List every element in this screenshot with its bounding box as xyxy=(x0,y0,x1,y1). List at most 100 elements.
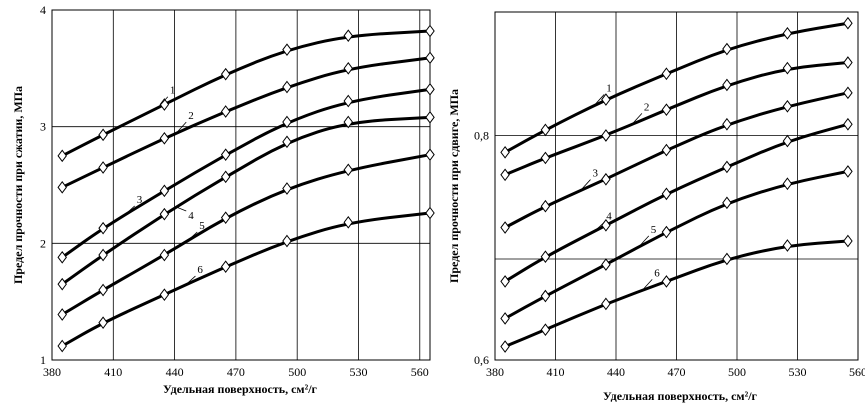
data-point-series-1 xyxy=(601,93,611,106)
series-label-3: 3 xyxy=(137,194,143,206)
data-point-series-5 xyxy=(220,211,231,225)
series-label-2: 2 xyxy=(188,110,194,122)
data-point-series-3 xyxy=(601,172,611,186)
compressive-strength-plot: 380 410 440 470 500 530 560 1 2 3 4 Удельная поверх… xyxy=(11,3,435,396)
data-point-series-3 xyxy=(57,250,67,264)
x-tick-label: 500 xyxy=(288,365,306,379)
data-point-series-5 xyxy=(343,163,354,177)
data-point-series-3 xyxy=(343,94,354,108)
series-label-leader-3 xyxy=(124,205,136,216)
data-point-series-3 xyxy=(843,86,853,100)
data-point-series-2 xyxy=(98,161,108,174)
data-point-series-5 xyxy=(159,248,170,262)
x-tick-label: 530 xyxy=(349,365,367,379)
data-point-series-1 xyxy=(220,67,231,81)
x-tick-label: 470 xyxy=(668,365,686,379)
data-point-series-6 xyxy=(843,234,853,248)
y-tick-label: 2 xyxy=(40,236,46,250)
data-point-series-2 xyxy=(343,61,354,75)
data-point-series-5 xyxy=(661,225,672,239)
series-label-leader-5 xyxy=(638,235,650,248)
data-point-series-4 xyxy=(425,111,435,124)
data-point-series-2 xyxy=(500,168,510,182)
x-tick-label: 560 xyxy=(849,365,865,379)
data-point-series-2 xyxy=(282,80,292,94)
data-point-series-6 xyxy=(98,316,108,329)
data-point-series-6 xyxy=(500,340,510,353)
data-point-series-4 xyxy=(343,115,354,129)
x-tick-label: 440 xyxy=(607,365,625,379)
data-point-series-2 xyxy=(843,56,853,69)
series-label-leader-6 xyxy=(185,275,196,286)
data-point-series-3 xyxy=(500,221,510,234)
data-point-series-6 xyxy=(343,215,354,229)
y-tick-label: 0,6 xyxy=(474,353,489,367)
data-point-series-5 xyxy=(782,177,793,191)
series-label-6: 6 xyxy=(654,267,660,279)
data-point-series-5 xyxy=(98,283,108,297)
series-line-1 xyxy=(60,29,432,158)
data-point-series-3 xyxy=(722,117,732,131)
x-tick-label: 380 xyxy=(43,365,61,379)
data-point-series-1 xyxy=(782,26,793,40)
series-line-2 xyxy=(60,56,432,189)
data-point-series-4 xyxy=(661,187,672,201)
y-tick-label: 1 xyxy=(40,353,46,367)
series-label-leader-2 xyxy=(175,121,187,134)
series-label-3: 3 xyxy=(593,168,599,180)
data-point-series-2 xyxy=(159,131,170,145)
data-point-series-1 xyxy=(843,16,853,30)
series-label-4: 4 xyxy=(188,210,194,222)
data-point-series-6 xyxy=(782,239,793,252)
data-point-series-4 xyxy=(500,275,510,288)
y-tick-label: 3 xyxy=(40,120,46,134)
series-label-5: 5 xyxy=(199,220,205,232)
data-point-series-4 xyxy=(782,134,793,148)
data-point-series-2 xyxy=(601,129,611,142)
x-axis-label: Удельная поверхность, см²/г xyxy=(603,389,758,403)
data-point-series-1 xyxy=(540,123,551,137)
data-point-series-4 xyxy=(57,277,67,291)
data-point-series-1 xyxy=(500,145,510,159)
data-point-series-1 xyxy=(57,149,67,163)
series-label-leader-3 xyxy=(580,179,591,191)
data-point-series-1 xyxy=(282,43,292,57)
x-tick-label: 560 xyxy=(411,365,429,379)
series-label-1: 1 xyxy=(170,85,176,97)
data-point-series-4 xyxy=(98,248,108,262)
data-point-series-6 xyxy=(159,288,170,301)
x-axis-label: Удельная поверхность, см²/г xyxy=(163,382,318,396)
series-label-4: 4 xyxy=(606,210,612,222)
shear-strength-plot: 380 410 440 470 500 530 560 0,6 0,8 Удельная пове… xyxy=(447,11,865,403)
data-point-series-3 xyxy=(220,148,231,162)
data-point-series-5 xyxy=(722,196,732,210)
data-point-series-5 xyxy=(500,312,510,325)
data-point-series-2 xyxy=(57,180,67,194)
data-point-series-6 xyxy=(540,323,551,337)
series-label-1: 1 xyxy=(606,82,612,94)
data-point-series-4 xyxy=(159,207,170,221)
data-point-series-1 xyxy=(343,29,354,43)
data-point-series-6 xyxy=(661,275,672,288)
data-point-series-3 xyxy=(98,221,108,235)
data-point-series-3 xyxy=(540,199,551,213)
data-point-series-5 xyxy=(540,289,551,303)
x-tick-label: 470 xyxy=(227,365,245,379)
series-label-leader-1 xyxy=(157,96,169,109)
series-label-leader-4 xyxy=(176,206,187,212)
series-label-leader-4 xyxy=(593,222,605,232)
series-label-2: 2 xyxy=(644,101,650,113)
data-point-series-3 xyxy=(159,184,170,198)
data-point-series-4 xyxy=(843,117,853,131)
data-point-series-1 xyxy=(425,24,435,38)
data-point-series-2 xyxy=(661,103,672,116)
data-point-series-1 xyxy=(661,67,672,81)
data-point-series-4 xyxy=(220,170,231,184)
data-point-series-6 xyxy=(722,252,732,266)
data-point-series-3 xyxy=(425,83,435,96)
plot-frame xyxy=(51,9,431,361)
data-point-series-6 xyxy=(425,206,435,220)
data-point-series-2 xyxy=(722,78,732,92)
series-line-3 xyxy=(60,87,432,259)
series-line-6 xyxy=(60,211,432,348)
